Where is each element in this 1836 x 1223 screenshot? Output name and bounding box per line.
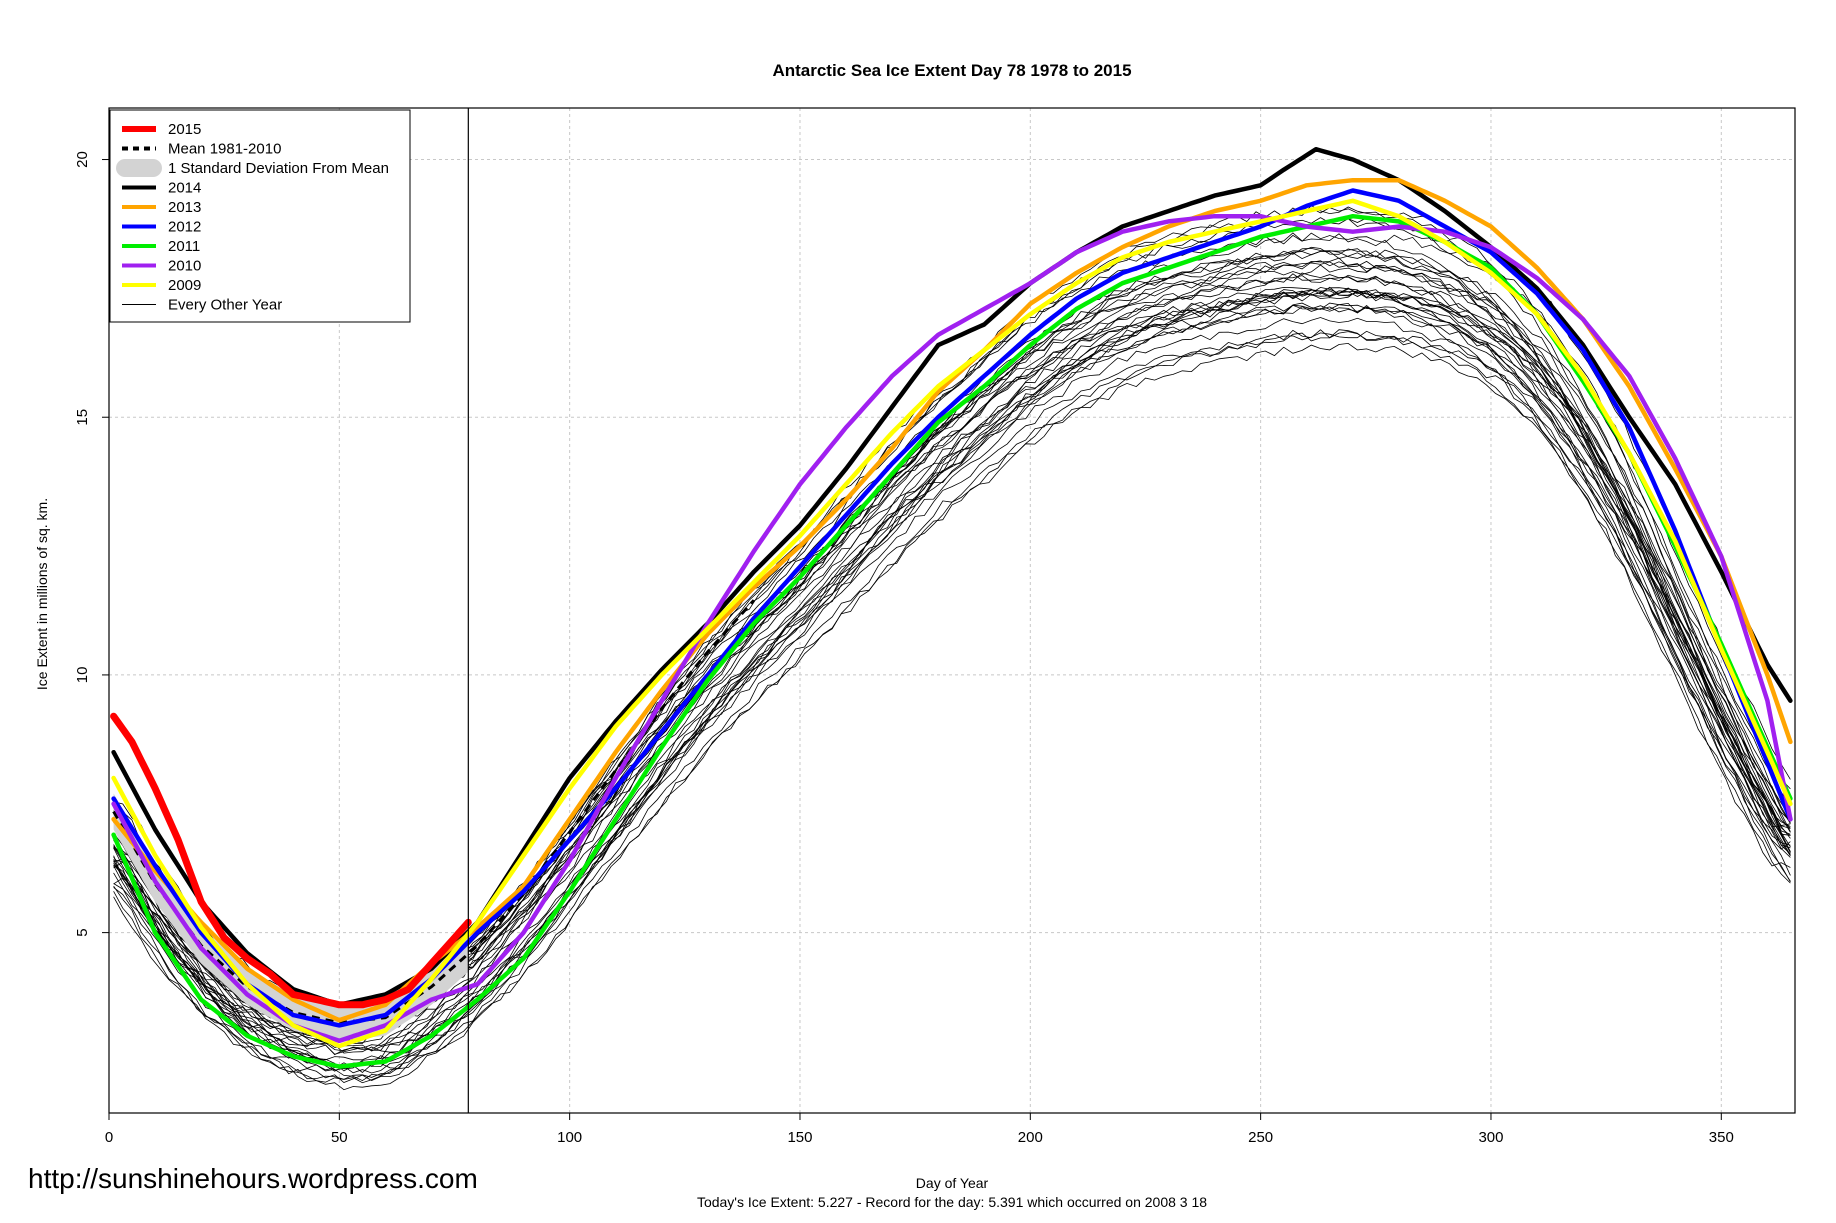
- y-axis-label: Ice Extent in millions of sq. km.: [34, 498, 50, 690]
- other-year-line: [113, 317, 1791, 1080]
- series-layer: [110, 146, 1793, 1069]
- legend-label: 1 Standard Deviation From Mean: [168, 160, 389, 177]
- x-tick-label: 350: [1709, 1129, 1734, 1146]
- other-year-line: [113, 250, 1791, 1071]
- x-axis-label: Day of Year: [916, 1175, 989, 1191]
- chart-title: Antarctic Sea Ice Extent Day 78 1978 to …: [772, 61, 1131, 80]
- series-line-2012: [111, 188, 1793, 1028]
- legend: 2015 Mean 1981-2010 1 Standard Deviation F…: [109, 109, 411, 323]
- y-tick-label: 5: [74, 928, 91, 936]
- other-year-line: [113, 329, 1791, 1084]
- other-year-line: [113, 289, 1791, 1052]
- series-line-2009: [111, 198, 1793, 1049]
- other-year-line: [113, 330, 1791, 1082]
- other-year-line: [113, 273, 1791, 1041]
- x-tick-label: 200: [1018, 1129, 1043, 1146]
- other-year-line: [113, 286, 1791, 1045]
- legend-label: 2010: [168, 258, 201, 275]
- y-tick-label: 10: [74, 667, 91, 684]
- other-year-line: [113, 302, 1791, 1071]
- legend-label: 2015: [168, 121, 201, 138]
- x-tick-label: 250: [1248, 1129, 1273, 1146]
- other-year-line: [113, 272, 1791, 1021]
- source-url: http://sunshinehours.wordpress.com: [28, 1163, 478, 1194]
- legend-swatch-sd: [116, 159, 162, 177]
- legend-box: [109, 109, 411, 323]
- series-line-2015: [110, 712, 472, 1009]
- x-tick-label: 150: [787, 1129, 812, 1146]
- legend-label: 2011: [168, 238, 200, 255]
- legend-label: Mean 1981-2010: [168, 141, 281, 158]
- y-tick-label: 20: [74, 151, 91, 168]
- series-line-2014: [111, 146, 1793, 1008]
- plot-frame: [108, 107, 1796, 1114]
- series-line-2011: [111, 213, 1793, 1069]
- other-year-line: [113, 218, 1791, 1040]
- other-year-line: [113, 207, 1791, 1022]
- axis-ticks: 0 50 100 150 200 250 300 350 5 10 15 20: [74, 151, 1734, 1146]
- legend-label: Every Other Year: [168, 297, 282, 314]
- legend-label: 2013: [168, 199, 201, 216]
- y-tick-label: 15: [74, 409, 91, 426]
- other-year-line: [113, 264, 1791, 1074]
- other-year-line: [113, 246, 1791, 1033]
- footer-record-text: Today's Ice Extent: 5.227 - Record for t…: [697, 1194, 1207, 1210]
- other-year-line: [113, 232, 1791, 1028]
- other-year-line: [113, 331, 1791, 1083]
- other-year-line: [113, 342, 1791, 1091]
- x-tick-label: 300: [1478, 1129, 1503, 1146]
- sd-band: [113, 793, 469, 1041]
- x-tick-label: 50: [331, 1129, 348, 1146]
- other-year-line: [113, 289, 1791, 1054]
- x-tick-label: 100: [557, 1129, 582, 1146]
- x-tick-label: 0: [105, 1129, 113, 1146]
- other-year-line: [113, 289, 1791, 1056]
- legend-label: 2009: [168, 277, 201, 294]
- legend-label: 2014: [168, 180, 201, 197]
- other-year-line: [113, 232, 1791, 1041]
- grid: [109, 108, 1795, 1113]
- legend-label: 2012: [168, 219, 201, 236]
- other-year-line: [113, 247, 1791, 1052]
- other-year-line: [113, 290, 1791, 1074]
- other-year-line: [113, 302, 1791, 1070]
